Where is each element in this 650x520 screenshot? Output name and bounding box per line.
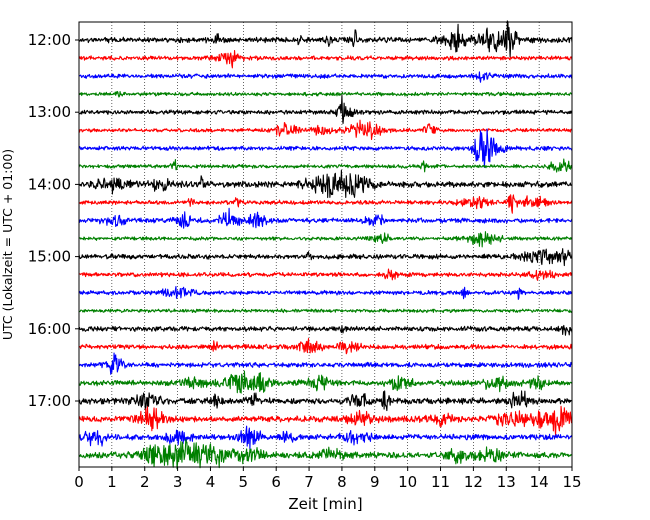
y-tick-label: 14:00 — [28, 175, 71, 193]
trace-1545 — [78, 308, 573, 314]
x-tick-label: 10 — [398, 473, 417, 491]
x-tick-label: 5 — [239, 473, 249, 491]
trace-1330 — [78, 128, 573, 168]
trace-1730 — [78, 425, 573, 450]
trace-1745 — [78, 438, 573, 470]
trace-1600 — [78, 324, 573, 336]
x-tick-label: 0 — [74, 473, 84, 491]
trace-1645 — [78, 370, 573, 394]
x-tick-label: 14 — [530, 473, 549, 491]
trace-1300 — [78, 94, 573, 124]
trace-1700 — [78, 390, 573, 412]
trace-1630 — [78, 352, 573, 375]
y-tick-label: 15:00 — [28, 248, 71, 266]
trace-1430 — [78, 207, 573, 229]
x-tick-label: 12 — [464, 473, 483, 491]
trace-1400 — [78, 169, 573, 199]
trace-1345 — [78, 158, 573, 173]
x-tick-label: 3 — [173, 473, 183, 491]
x-tick-label: 8 — [337, 473, 347, 491]
x-axis-label: Zeit [min] — [288, 495, 362, 513]
seismogram-traces — [78, 20, 573, 470]
trace-1500 — [78, 248, 573, 267]
y-tick-label: 16:00 — [28, 320, 71, 338]
y-axis-label: UTC (Lokalzeit = UTC + 01:00) — [0, 149, 15, 340]
trace-1230 — [78, 71, 573, 83]
y-tick-label: 12:00 — [28, 31, 71, 49]
x-axis-ticks: 0 1 2 3 4 5 6 7 8 9 10 11 12 13 14 15 — [74, 467, 582, 491]
y-tick-label: 17:00 — [28, 392, 71, 410]
trace-1215 — [78, 50, 573, 69]
x-tick-label: 6 — [271, 473, 281, 491]
x-tick-label: 2 — [140, 473, 150, 491]
x-tick-label: 11 — [431, 473, 450, 491]
x-tick-label: 13 — [497, 473, 516, 491]
trace-1200 — [78, 20, 573, 58]
trace-1615 — [78, 338, 573, 355]
y-tick-label: 13:00 — [28, 103, 71, 121]
trace-1315 — [78, 119, 573, 141]
y-axis-ticks: 12:00 13:00 14:00 15:00 16:00 17:00 — [28, 31, 79, 410]
x-tick-label: 9 — [370, 473, 380, 491]
trace-1415 — [78, 194, 573, 214]
x-tick-label: 4 — [206, 473, 216, 491]
trace-1715 — [78, 405, 573, 436]
trace-1530 — [78, 285, 573, 300]
x-tick-label: 15 — [562, 473, 581, 491]
trace-1445 — [78, 231, 573, 248]
plot-frame — [78, 21, 573, 468]
grid-lines — [111, 22, 540, 467]
x-tick-label: 7 — [304, 473, 314, 491]
trace-1245 — [78, 90, 573, 98]
trace-1515 — [78, 268, 573, 281]
x-tick-label: 1 — [107, 473, 117, 491]
